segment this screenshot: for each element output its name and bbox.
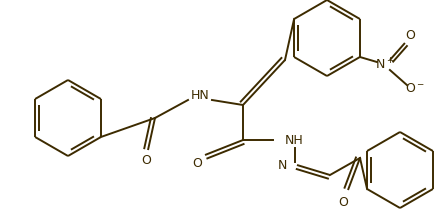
Text: N: N xyxy=(278,159,287,172)
Text: O: O xyxy=(338,196,348,209)
Text: NH: NH xyxy=(285,134,304,146)
Text: HN: HN xyxy=(190,88,209,101)
Text: O: O xyxy=(141,153,151,166)
Text: O$^-$: O$^-$ xyxy=(405,82,425,95)
Text: O: O xyxy=(405,28,415,41)
Text: O: O xyxy=(192,157,202,170)
Text: N$^+$: N$^+$ xyxy=(375,57,395,73)
